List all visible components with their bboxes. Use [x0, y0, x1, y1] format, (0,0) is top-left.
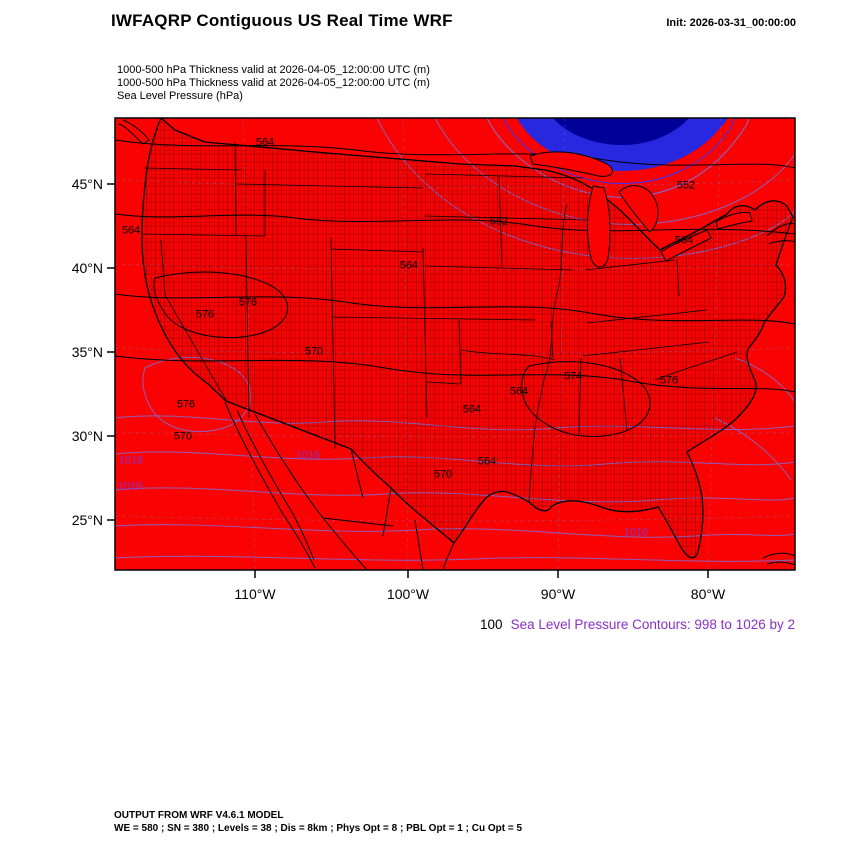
lat-tick-label: 30°N [71, 428, 103, 444]
lake-ontario [715, 212, 753, 230]
page-title: IWFAQRP Contiguous US Real Time WRF [111, 11, 453, 30]
subtitle-slp: Sea Level Pressure (hPa) [117, 90, 243, 102]
vancouver-island [118, 119, 150, 145]
low-ring-contour [502, 117, 736, 185]
model-info: OUTPUT FROM WRF V4.6.1 MODEL WE = 580 ; … [114, 810, 522, 835]
mexico-gulf-coast [442, 542, 455, 571]
subtitle-thickness-1: 1000-500 hPa Thickness valid at 2026-04-… [117, 64, 430, 76]
lon-tick-label: 110°W [234, 586, 276, 602]
lon-tick-label: 80°W [690, 586, 726, 602]
lake-superior [529, 151, 614, 177]
state-borders [140, 141, 738, 503]
lon-tick-label: 90°W [540, 586, 576, 602]
lon-tick-label: 100°W [386, 586, 430, 602]
baja-west-coast [224, 401, 316, 569]
lake-michigan [586, 185, 611, 268]
other-coastlines [118, 119, 796, 566]
slp-contour-legend: 100 Sea Level Pressure Contours: 998 to 1… [480, 617, 795, 632]
subtitle-thickness-2: 1000-500 hPa Thickness valid at 2026-04-… [117, 77, 430, 89]
conus-landmass [141, 117, 794, 559]
lake-huron [618, 185, 659, 233]
weather-map-canvas [107, 117, 796, 578]
model-info-line2: WE = 580 ; SN = 380 ; Levels = 38 ; Dis … [114, 822, 523, 834]
field-subtitles: 1000-500 hPa Thickness valid at 2026-04-… [117, 64, 430, 103]
legend-text: Sea Level Pressure Contours: 998 to 1026… [510, 617, 795, 632]
legend-value: 100 [480, 617, 503, 632]
low-thickness-core [553, 118, 689, 146]
map-frame: 564 552 552 564 564 564 576 576 570 576 570 574 576 5… [107, 117, 796, 578]
mexico-coastlines [224, 401, 455, 571]
lake-erie [660, 229, 712, 262]
lat-tick-label: 35°N [71, 344, 103, 360]
lat-tick-label: 25°N [71, 512, 103, 528]
lat-tick-label: 40°N [71, 260, 103, 276]
init-timestamp: Init: 2026-03-31_00:00:00 [666, 17, 796, 29]
great-lakes [529, 151, 753, 268]
mexico-mainland-coast [254, 413, 368, 571]
lat-tick-label: 45°N [71, 176, 103, 192]
model-info-line1: OUTPUT FROM WRF V4.6.1 MODEL [114, 810, 284, 821]
baja-east-coast [236, 409, 315, 561]
nova-scotia [766, 223, 796, 237]
axis-ticks [107, 183, 709, 578]
cuba [762, 552, 796, 559]
map-frame-border [114, 117, 796, 571]
